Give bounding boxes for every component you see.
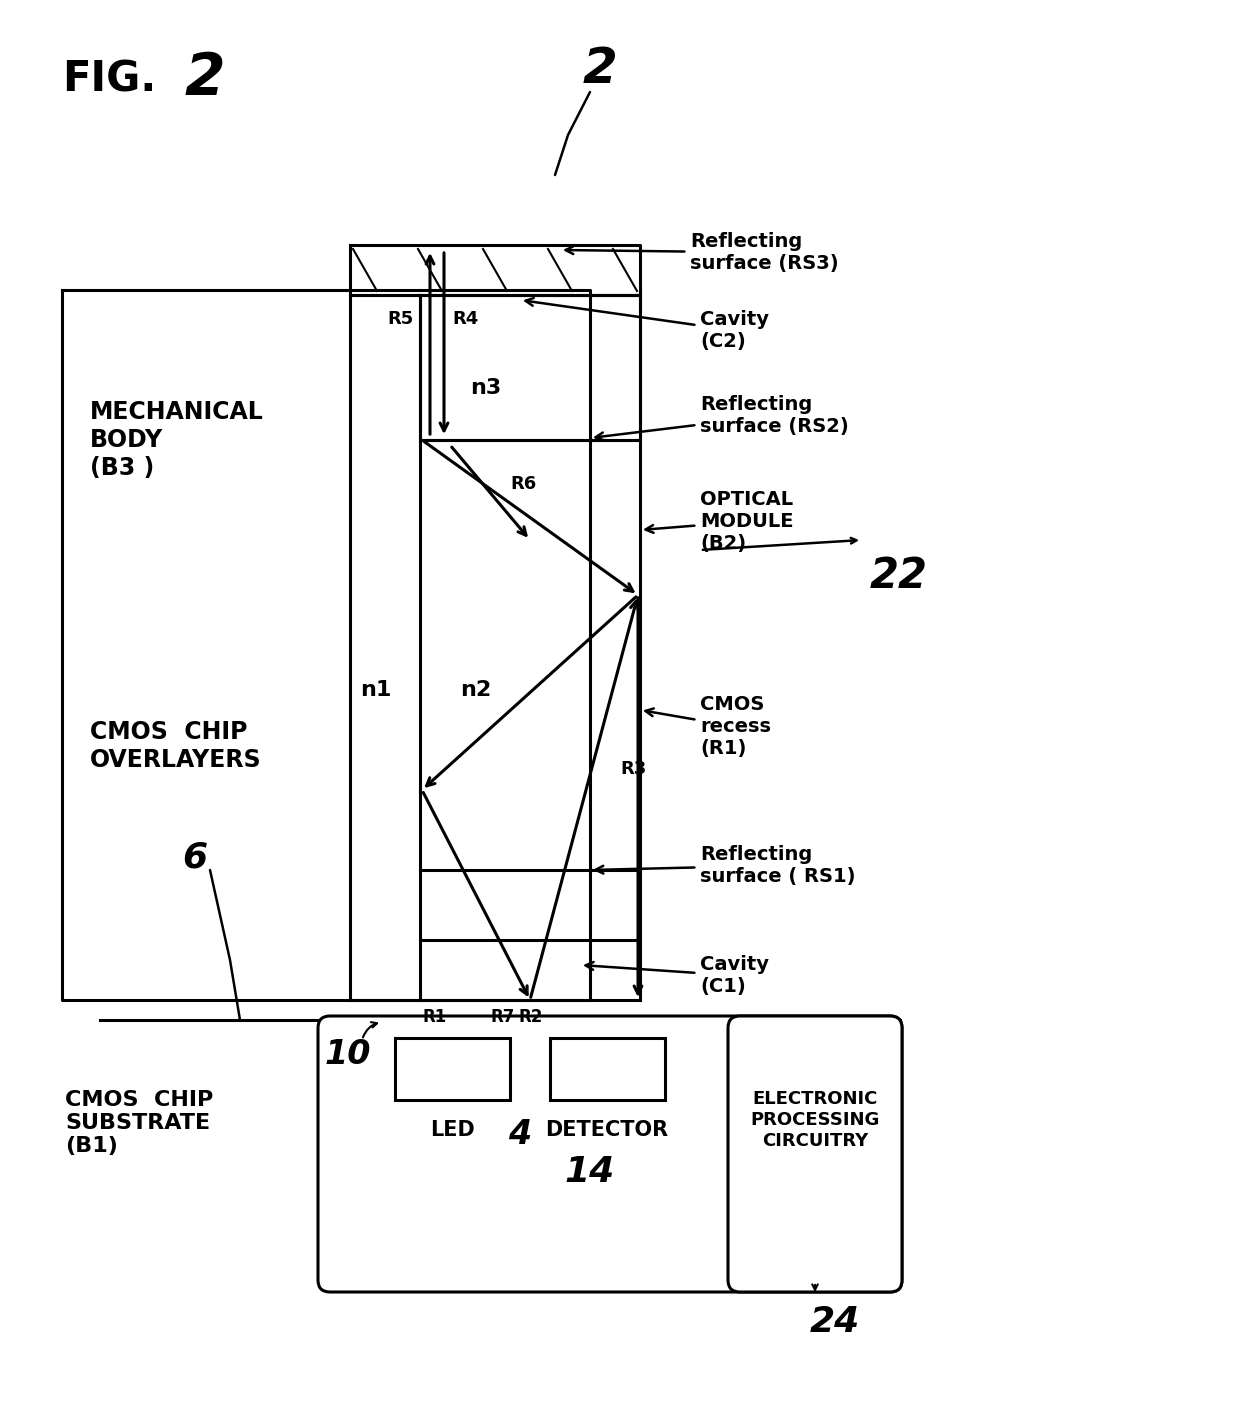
Text: CMOS  CHIP
OVERLAYERS: CMOS CHIP OVERLAYERS: [91, 720, 262, 772]
Bar: [396, 1038, 510, 1100]
Text: Reflecting
surface (RS2): Reflecting surface (RS2): [595, 395, 848, 441]
Text: Reflecting
surface ( RS1): Reflecting surface ( RS1): [595, 844, 856, 885]
Text: CMOS
recess
(R1): CMOS recess (R1): [646, 695, 771, 758]
Bar: [551, 1038, 665, 1100]
Text: ELECTRONIC
PROCESSING
CIRCUITRY: ELECTRONIC PROCESSING CIRCUITRY: [750, 1090, 879, 1149]
Text: R5: R5: [388, 311, 414, 328]
FancyBboxPatch shape: [317, 1017, 901, 1292]
Text: n2: n2: [460, 681, 491, 700]
Text: 4: 4: [508, 1118, 531, 1151]
Text: R6: R6: [510, 474, 536, 493]
Text: LED: LED: [429, 1120, 475, 1139]
Text: DETECTOR: DETECTOR: [546, 1120, 668, 1139]
Text: 10: 10: [325, 1038, 372, 1070]
Text: OPTICAL
MODULE
(B2): OPTICAL MODULE (B2): [646, 490, 794, 554]
FancyBboxPatch shape: [728, 1017, 901, 1292]
Text: 6: 6: [182, 840, 207, 874]
Text: Reflecting
surface (RS3): Reflecting surface (RS3): [565, 232, 838, 273]
Text: 14: 14: [565, 1155, 615, 1189]
Text: 24: 24: [810, 1305, 861, 1339]
Text: Cavity
(C2): Cavity (C2): [526, 298, 769, 352]
Text: 2: 2: [583, 45, 618, 93]
Text: R1: R1: [423, 1008, 448, 1027]
Text: R2: R2: [518, 1008, 542, 1027]
Text: MECHANICAL
BODY
(B3 ): MECHANICAL BODY (B3 ): [91, 400, 264, 480]
Text: 2: 2: [185, 49, 226, 107]
Text: R4: R4: [453, 311, 479, 328]
Text: CMOS  CHIP
SUBSTRATE
(B1): CMOS CHIP SUBSTRATE (B1): [64, 1090, 213, 1156]
Text: R3: R3: [620, 760, 646, 778]
Text: R7: R7: [490, 1008, 515, 1027]
Text: n1: n1: [360, 681, 392, 700]
Text: FIG.: FIG.: [62, 58, 156, 100]
Text: n3: n3: [470, 378, 501, 398]
Text: 22: 22: [870, 555, 928, 597]
Text: Cavity
(C1): Cavity (C1): [585, 955, 769, 995]
